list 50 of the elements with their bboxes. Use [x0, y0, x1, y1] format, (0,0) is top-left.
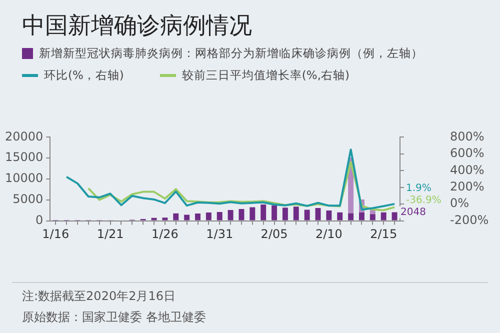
bar: [315, 208, 321, 220]
x-tick-label: 1/16: [42, 227, 70, 242]
y2-tick-label: 800%: [450, 129, 484, 144]
y2-tick-label: 200%: [450, 179, 484, 194]
bar: [282, 208, 288, 220]
bar: [195, 214, 200, 220]
bar: [216, 212, 222, 220]
bar: [272, 205, 278, 220]
legend-label: 较前三日平均值增长率(%,右轴): [182, 68, 350, 83]
bar: [359, 212, 364, 220]
y-tick-label: 5000: [12, 192, 44, 206]
bar: [151, 218, 157, 220]
x-tick-label: 2/05: [260, 227, 288, 242]
bar: [162, 218, 168, 220]
bar: [392, 212, 398, 220]
bar: [337, 212, 343, 220]
bar: [326, 210, 332, 220]
bar: [304, 210, 310, 220]
bar: [228, 210, 234, 220]
data-label: 1.9%: [406, 182, 432, 194]
x-tick-label: 2/10: [315, 227, 342, 242]
x-tick-label: 1/31: [206, 227, 234, 242]
bar: [260, 204, 266, 220]
y-tick-label: 0: [36, 212, 44, 227]
legend-label: 新增新型冠状病毒肺炎病例：网格部分为新增临床确诊病例（例，左轴）: [39, 46, 423, 61]
chart-title: 中国新增确诊病例情况: [22, 12, 252, 41]
bar: [184, 214, 190, 220]
bar: [173, 213, 179, 220]
bar: [250, 207, 256, 220]
bar: [238, 208, 244, 220]
legend-label: 环比(%，右轴): [44, 68, 124, 83]
bar: [206, 212, 212, 220]
y2-tick-label: 600%: [450, 146, 484, 160]
y2-tick-label: 0%: [450, 196, 470, 210]
text: 注:数据截至2020年2月16日: [22, 288, 176, 305]
y2-tick-label: 400%: [450, 162, 484, 177]
bar: [293, 206, 299, 220]
y-tick-label: 15000: [4, 150, 44, 164]
bar: [348, 213, 354, 220]
x-tick-label: 1/21: [96, 227, 124, 242]
y-tick-label: 10000: [4, 171, 44, 186]
y2-tick-label: -200%: [450, 212, 489, 227]
bar: [380, 212, 386, 220]
bar: [370, 214, 376, 220]
x-tick-label: 2/15: [370, 227, 398, 242]
data-label: 2048: [400, 206, 426, 218]
data-label: -36.9%: [406, 194, 442, 206]
x-tick-label: 1/26: [151, 227, 178, 242]
y-tick-label: 20000: [4, 129, 44, 144]
text: 原始数据：国家卫健委 各地卫健委: [22, 309, 206, 326]
